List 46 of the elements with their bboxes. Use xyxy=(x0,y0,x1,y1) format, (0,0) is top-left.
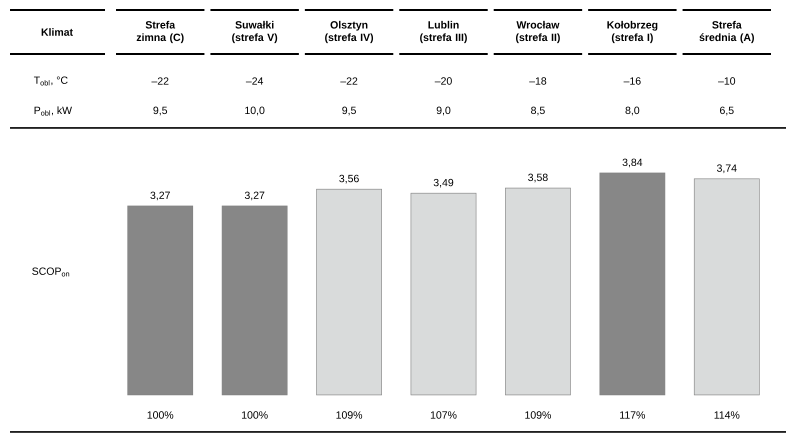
text: Klimat xyxy=(42,28,73,36)
text: 117% xyxy=(620,411,646,419)
text: T$_{obl}$, °C xyxy=(34,76,68,86)
x-tick-label: Wrocław (strefa II) xyxy=(516,20,560,44)
text: –24 xyxy=(246,77,264,85)
text: 100% xyxy=(148,411,174,419)
data-label: 3,84 xyxy=(622,158,642,168)
text: 9,5 xyxy=(342,106,356,116)
data-label: 3,49 xyxy=(434,178,454,188)
bar xyxy=(694,178,760,396)
text: 10,0 xyxy=(245,106,264,116)
x-tick-label: Kołobrzeg (strefa I) xyxy=(607,20,658,44)
x-tick-label: Strefa zimna (C) xyxy=(136,20,184,44)
text: –22 xyxy=(340,77,358,85)
text: 8,5 xyxy=(531,106,545,116)
text: 114% xyxy=(714,411,740,419)
bar xyxy=(127,206,194,396)
text: 107% xyxy=(430,411,457,419)
text: 109% xyxy=(525,411,551,419)
text: 6,5 xyxy=(720,106,734,116)
bar xyxy=(599,172,666,396)
text: 109% xyxy=(336,411,362,419)
text: P$_{obl}$, kW xyxy=(34,106,72,116)
text: –18 xyxy=(529,77,546,85)
data-label: 3,56 xyxy=(339,174,359,184)
data-label: 3,58 xyxy=(528,174,548,182)
y-axis-title: SCOP$_{on}$ xyxy=(32,267,70,277)
data-label: 3,74 xyxy=(716,164,737,174)
bar xyxy=(410,192,476,396)
data-label: 3,27 xyxy=(150,192,170,200)
bar xyxy=(316,188,382,396)
x-tick-label: Suwałki (strefa V) xyxy=(232,20,278,44)
x-tick-label: Strefa średnia (A) xyxy=(699,20,754,44)
text: 9,0 xyxy=(436,106,450,116)
text: 9,5 xyxy=(153,106,168,116)
x-tick-label: Lublin (strefa III) xyxy=(420,20,467,44)
text: –10 xyxy=(718,77,736,85)
data-label: 3,27 xyxy=(244,192,264,200)
bar xyxy=(222,206,288,396)
text: –22 xyxy=(151,77,168,85)
bar xyxy=(505,188,571,396)
text: –20 xyxy=(434,77,452,85)
x-tick-label: Olsztyn (strefa IV) xyxy=(325,20,374,44)
text: 100% xyxy=(242,411,268,419)
text: 8,0 xyxy=(626,106,640,116)
text: –16 xyxy=(624,77,641,85)
